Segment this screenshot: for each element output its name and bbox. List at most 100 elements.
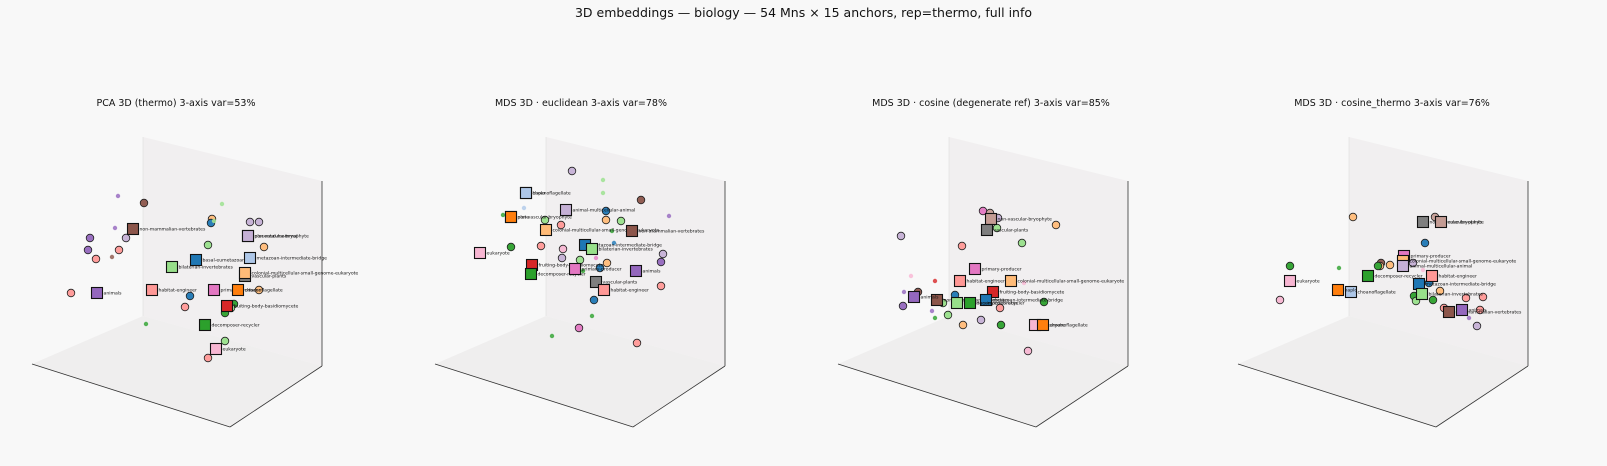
data-point xyxy=(521,205,527,211)
anchor-label: colonial-multicellular-small-genome-euka… xyxy=(1018,279,1125,285)
data-point xyxy=(1021,280,1027,286)
panel-axes-box xyxy=(434,137,726,428)
data-point xyxy=(1285,261,1295,271)
anchor-marker xyxy=(963,296,977,310)
data-point xyxy=(595,263,605,273)
anchor-marker xyxy=(629,264,643,278)
data-point xyxy=(1475,305,1485,315)
data-point xyxy=(1348,212,1358,222)
anchor-marker xyxy=(198,318,212,332)
anchor-label: non-vascular-bryophyte xyxy=(998,217,1053,223)
anchor-label: placental-mammal xyxy=(255,234,298,240)
anchor-label: non-mammalian-vertebrates xyxy=(639,229,705,235)
data-point xyxy=(601,215,611,225)
panel-marks: non-mammalian-vertebrates non-vascular-br… xyxy=(66,193,358,363)
data-point xyxy=(611,240,617,246)
anchor-marker xyxy=(90,286,104,300)
anchor-marker xyxy=(589,275,603,289)
anchor-label: primary-producer xyxy=(582,267,622,273)
data-point xyxy=(1466,315,1472,321)
data-point xyxy=(1039,297,1049,307)
anchor-label: decomposer-recycler xyxy=(1375,274,1423,280)
anchor-marker xyxy=(241,229,255,243)
anchor-marker xyxy=(524,267,538,281)
anchor-label: plate xyxy=(518,215,530,221)
anchor-label: vascular-plants xyxy=(1448,220,1483,226)
anchor-marker xyxy=(519,186,533,200)
data-point xyxy=(656,281,666,291)
data-point xyxy=(1023,346,1033,356)
data-point xyxy=(898,301,908,311)
data-point xyxy=(932,315,938,321)
anchor-label: bilaterian-invertebrates xyxy=(1429,292,1484,298)
back-pane xyxy=(546,137,725,366)
anchor-label: eukaryote xyxy=(1042,323,1065,329)
data-point xyxy=(666,213,672,219)
data-point xyxy=(574,323,584,333)
anchor-marker xyxy=(1036,318,1050,332)
data-point xyxy=(976,315,986,325)
data-point xyxy=(115,193,121,199)
anchor-marker xyxy=(984,212,998,226)
data-point xyxy=(1428,295,1438,305)
anchor-marker xyxy=(1434,215,1448,229)
anchor-marker xyxy=(207,283,221,297)
data-point xyxy=(589,313,595,319)
anchor-label: animal-multicellular-animal xyxy=(573,208,636,214)
panel-title: PCA 3D (thermo) 3-axis var=53% xyxy=(96,98,255,109)
anchor-marker xyxy=(1416,215,1430,229)
data-point xyxy=(609,228,615,234)
anchor-marker xyxy=(568,262,582,276)
x-axis-line xyxy=(434,363,634,428)
data-point xyxy=(602,258,612,268)
data-point xyxy=(259,242,269,252)
data-point xyxy=(1017,238,1027,248)
anchor-label: choanoflagellate xyxy=(1050,323,1088,329)
anchor-label: habitat-engineer xyxy=(159,288,197,294)
panel-title: MDS 3D · cosine_thermo 3-axis var=76% xyxy=(1294,98,1490,109)
data-point xyxy=(901,289,907,295)
anchor-marker xyxy=(504,210,518,224)
data-point xyxy=(616,216,626,226)
y-axis-line xyxy=(1435,365,1529,428)
panel-mds-euclidean: MDS 3D · euclidean 3-axis var=78% choano… xyxy=(434,98,726,428)
data-point xyxy=(536,241,546,251)
anchor-label: choanoflagellate xyxy=(245,288,283,294)
y-axis-line xyxy=(1035,365,1129,428)
anchor-label: habitat-engineer xyxy=(611,288,649,294)
data-point xyxy=(557,253,567,263)
data-point xyxy=(896,231,906,241)
anchor-label: colonial-multicellular-small-genome-euka… xyxy=(1410,259,1517,265)
data-point xyxy=(1373,261,1383,271)
anchor-label: choanoflagellate xyxy=(533,191,571,197)
panel-mds-cosine-degenerate: MDS 3D · cosine (degenerate ref) 3-axis … xyxy=(837,98,1129,428)
data-point xyxy=(211,218,217,224)
data-point xyxy=(220,336,230,346)
anchor-label: habitat-engineer xyxy=(1439,274,1477,280)
data-point xyxy=(932,278,938,284)
anchor-label: vascular-plants xyxy=(603,280,638,286)
data-point xyxy=(601,206,611,216)
anchor-label: bilaterian-invertebrates xyxy=(964,301,1019,307)
anchor-label: vascular-plants xyxy=(994,228,1029,234)
anchor-label: habitat-engineer xyxy=(967,279,1005,285)
x-axis-line xyxy=(837,363,1037,428)
data-point xyxy=(658,249,668,259)
data-point xyxy=(593,255,599,261)
anchor-label: eukaryote xyxy=(1297,279,1320,285)
data-point xyxy=(1275,295,1285,305)
anchor-marker xyxy=(1331,283,1345,297)
floor-pane xyxy=(838,316,1128,427)
anchor-marker xyxy=(209,342,223,356)
data-point xyxy=(180,302,190,312)
anchor-label: primary-producer xyxy=(982,267,1022,273)
data-point xyxy=(632,338,642,348)
y-axis-line xyxy=(632,365,726,428)
anchor-label: primary-producer xyxy=(1411,254,1451,260)
anchor-marker xyxy=(165,260,179,274)
anchor-marker xyxy=(1361,269,1375,283)
data-point xyxy=(254,285,264,295)
panel-mds-cosine-thermo: MDS 3D · cosine_thermo 3-axis var=76% no… xyxy=(1237,98,1529,428)
